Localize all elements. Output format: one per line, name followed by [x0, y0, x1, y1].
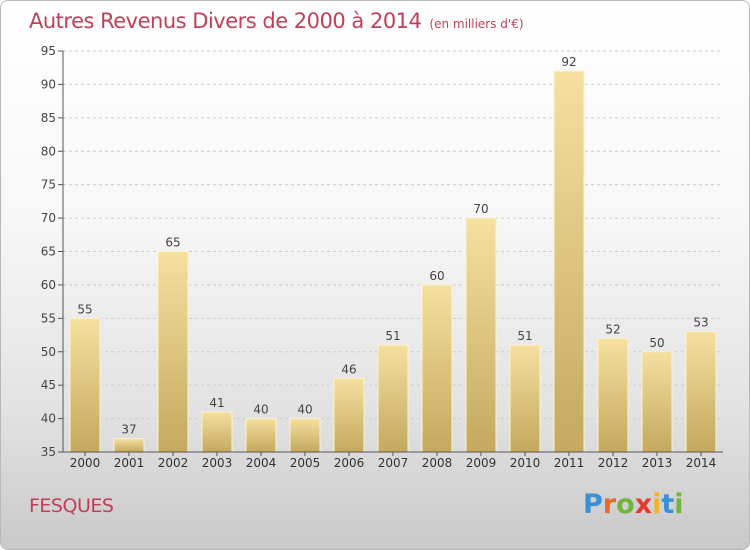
chart-title-text: Autres Revenus Divers de 2000 à 2014 — [29, 9, 422, 33]
y-tick-label: 90 — [41, 77, 56, 91]
bar — [377, 344, 409, 453]
data-label: 55 — [77, 302, 92, 316]
y-tick-label: 70 — [41, 211, 56, 225]
x-tick-label: 2012 — [598, 456, 629, 470]
x-tick-label: 2006 — [334, 456, 365, 470]
x-tick-label: 2010 — [510, 456, 541, 470]
bar — [245, 418, 277, 453]
chart-title: Autres Revenus Divers de 2000 à 2014 (en … — [29, 9, 524, 33]
data-label: 70 — [473, 202, 488, 216]
y-tick-label: 35 — [41, 445, 56, 459]
y-tick-label: 50 — [41, 345, 56, 359]
data-label: 52 — [605, 322, 620, 336]
x-tick-label: 2013 — [642, 456, 673, 470]
logo-letter: P — [583, 489, 603, 520]
proxiti-logo: Proxiti — [583, 489, 684, 520]
x-tick-label: 2000 — [70, 456, 101, 470]
y-tick-label: 75 — [41, 178, 56, 192]
logo-letter: o — [616, 489, 635, 520]
data-label: 40 — [253, 403, 268, 417]
bar — [597, 337, 629, 453]
y-tick-label: 95 — [41, 44, 56, 58]
bar — [641, 351, 673, 453]
data-label: 60 — [429, 269, 444, 283]
bar — [421, 284, 453, 453]
x-tick-label: 2004 — [246, 456, 277, 470]
logo-letter: t — [661, 489, 675, 520]
bar — [289, 418, 321, 453]
data-label: 92 — [561, 55, 576, 69]
x-tick-label: 2014 — [686, 456, 717, 470]
bar — [157, 251, 189, 453]
commune-name: FESQUES — [29, 495, 114, 517]
data-label: 53 — [693, 316, 708, 330]
y-tick-label: 40 — [41, 412, 56, 426]
y-tick-label: 80 — [41, 144, 56, 158]
bar — [685, 331, 717, 453]
data-label: 65 — [165, 236, 180, 250]
bar — [465, 217, 497, 453]
bar — [333, 377, 365, 453]
x-tick-label: 2008 — [422, 456, 453, 470]
logo-letter: i — [674, 489, 684, 520]
x-tick-label: 2007 — [378, 456, 409, 470]
bar — [113, 438, 145, 453]
logo-letter: r — [602, 489, 617, 520]
bar — [201, 411, 233, 453]
x-tick-label: 2001 — [114, 456, 145, 470]
y-tick-label: 55 — [41, 311, 56, 325]
bar — [509, 344, 541, 453]
x-tick-label: 2003 — [202, 456, 233, 470]
x-tick-label: 2011 — [554, 456, 585, 470]
data-label: 50 — [649, 336, 664, 350]
x-tick-label: 2005 — [290, 456, 321, 470]
bar — [69, 317, 101, 453]
y-tick-label: 85 — [41, 111, 56, 125]
data-label: 40 — [297, 403, 312, 417]
y-tick-label: 65 — [41, 245, 56, 259]
bar — [553, 70, 585, 453]
y-tick-label: 60 — [41, 278, 56, 292]
logo-letter: x — [634, 489, 653, 520]
data-label: 37 — [121, 423, 136, 437]
x-tick-label: 2002 — [158, 456, 189, 470]
x-tick-label: 2009 — [466, 456, 497, 470]
data-label: 46 — [341, 362, 356, 376]
y-tick-label: 45 — [41, 378, 56, 392]
data-label: 51 — [517, 329, 532, 343]
logo-letter: i — [652, 489, 662, 520]
chart-unit: (en milliers d'€) — [429, 17, 524, 31]
data-label: 51 — [385, 329, 400, 343]
data-label: 41 — [209, 396, 224, 410]
